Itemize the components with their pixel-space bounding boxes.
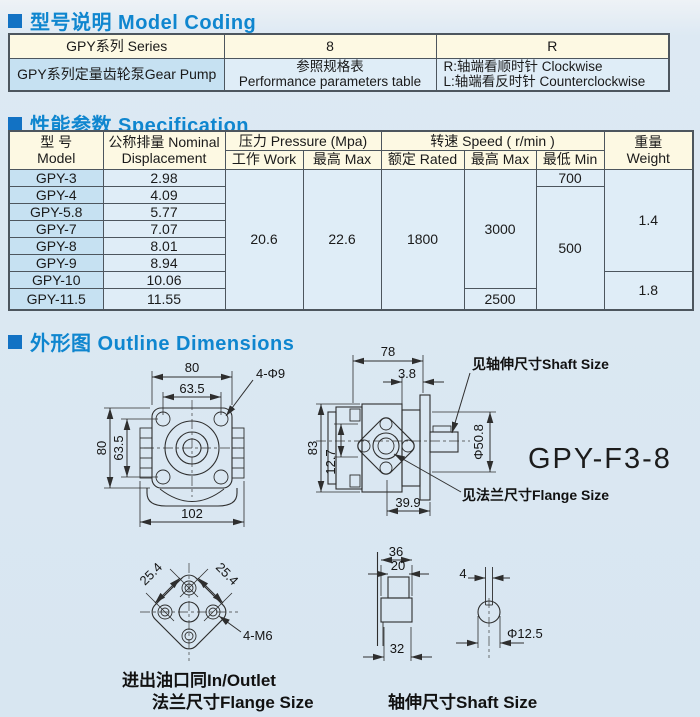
rotation-cell: R:轴端看顺时针 Clockwise L:轴端看反时针 Counterclock… bbox=[435, 57, 670, 92]
col-group-speed: 转速 Speed ( r/min ) bbox=[380, 130, 605, 151]
table-row: GPY-5.8 5.77 bbox=[8, 202, 693, 221]
table-row: GPY-3 2.98 20.6 22.6 1800 3000 700 1.4 bbox=[8, 168, 694, 311]
displacement-cell: 11.55 bbox=[102, 288, 226, 311]
inlet-caption-line2: 法兰尺寸Flange Size bbox=[152, 692, 314, 712]
dim-shaft-hub: 32 bbox=[390, 641, 404, 656]
table-row: GPY-10 10.06 1.8 bbox=[8, 271, 694, 311]
pump-model-label: GPY-F3-8 bbox=[528, 443, 672, 475]
section-model-coding-header: 型号说明 Model Coding bbox=[8, 6, 256, 35]
col-group-pressure: 压力 Pressure (Mpa) bbox=[224, 130, 382, 151]
max-speed-cell: 2500 bbox=[463, 288, 537, 311]
table-row: GPY-4 4.09 500 bbox=[8, 185, 693, 311]
dim-side-top: 78 bbox=[381, 344, 395, 359]
dim-front-width-outer: 80 bbox=[185, 360, 199, 375]
displacement-cell: 4.09 bbox=[102, 185, 226, 204]
displacement-cell: 8.94 bbox=[102, 253, 226, 273]
min-speed-cell: 500 bbox=[535, 185, 605, 311]
model-cell: GPY-4 bbox=[8, 185, 104, 204]
table-row: GPY-11.5 11.55 2500 bbox=[8, 288, 693, 311]
dim-inlet-left: 25.4 bbox=[137, 560, 166, 589]
pump-side-view: 78 3.8 83 12.7 Φ50.8 39.9 见轴伸尺寸Shaft Siz… bbox=[305, 344, 672, 516]
inlet-caption-line1: 进出油口同In/Outlet bbox=[122, 670, 276, 690]
dim-shaft-outer: 36 bbox=[389, 544, 403, 559]
dim-front-holes: 4-Φ9 bbox=[256, 366, 285, 381]
dim-front-height-inner: 63.5 bbox=[111, 435, 126, 460]
section-title: 型号说明 Model Coding bbox=[30, 12, 257, 34]
col-header-work: 工作 Work bbox=[224, 149, 304, 170]
dim-front-bottom: 102 bbox=[181, 506, 203, 521]
col-header-max-pressure: 最高 Max bbox=[302, 149, 382, 170]
dim-side-offset: 3.8 bbox=[398, 366, 416, 381]
model-cell: GPY-8 bbox=[8, 236, 104, 255]
section-outline-header: 外形图 Outline Dimensions bbox=[8, 327, 294, 356]
shaft-detail-view: 36 20 32 4 Φ12.5 轴伸尺寸Shaft Size bbox=[363, 544, 543, 712]
section-bullet-icon bbox=[8, 116, 22, 131]
min-speed-cell: 700 bbox=[535, 168, 605, 187]
model-cell: GPY-10 bbox=[8, 271, 104, 290]
dim-shaft-key: 4 bbox=[459, 566, 466, 581]
code-digit-cell: 8 bbox=[223, 33, 437, 59]
series-label-cell: GPY系列 Series bbox=[8, 33, 225, 59]
table-row: GPY-9 8.94 bbox=[8, 253, 693, 273]
dim-side-bottom: 39.9 bbox=[395, 495, 420, 510]
dim-inlet-holes: 4-M6 bbox=[243, 628, 273, 643]
flange-size-note: 见法兰尺寸Flange Size bbox=[462, 487, 609, 503]
displacement-cell: 10.06 bbox=[102, 271, 226, 290]
col-header-weight: 重量 Weight bbox=[603, 130, 694, 170]
displacement-cell: 5.77 bbox=[102, 202, 226, 221]
pump-front-view: 80 63.5 4-Φ9 80 63.5 102 bbox=[94, 360, 285, 527]
displacement-cell: 7.07 bbox=[102, 219, 226, 238]
dim-shaft-dia: Φ12.5 bbox=[507, 626, 543, 641]
specification-table: 型 号 Model 公称排量 Nominal Displacement 压力 P… bbox=[8, 130, 695, 311]
weight-cell: 1.8 bbox=[603, 271, 694, 311]
model-cell: GPY-11.5 bbox=[8, 288, 104, 311]
rated-speed-cell: 1800 bbox=[380, 168, 465, 311]
dim-front-height-outer: 80 bbox=[94, 441, 109, 455]
model-cell: GPY-9 bbox=[8, 253, 104, 273]
max-speed-cell: 3000 bbox=[463, 168, 537, 290]
model-cell: GPY-5.8 bbox=[8, 202, 104, 221]
inlet-outlet-flange-view: 25.4 25.4 4-M6 进出油口同In/Outlet 法兰尺寸Flange… bbox=[122, 560, 314, 712]
model-cell: GPY-7 bbox=[8, 219, 104, 238]
dim-side-height: 83 bbox=[305, 441, 320, 455]
weight-cell: 1.4 bbox=[603, 168, 694, 273]
section-bullet-icon bbox=[8, 334, 22, 349]
model-cell: GPY-3 bbox=[8, 168, 104, 187]
code-letter-cell: R bbox=[435, 33, 670, 59]
dim-front-width-inner: 63.5 bbox=[179, 381, 204, 396]
shaft-caption: 轴伸尺寸Shaft Size bbox=[388, 692, 537, 712]
table-row: GPY-8 8.01 bbox=[8, 236, 693, 255]
table-row: GPY-7 7.07 bbox=[8, 219, 693, 238]
displacement-cell: 2.98 bbox=[102, 168, 226, 187]
dim-side-port: 12.7 bbox=[323, 449, 338, 474]
reference-cell: 参照规格表 Performance parameters table bbox=[223, 57, 437, 92]
shaft-size-note: 见轴伸尺寸Shaft Size bbox=[472, 356, 609, 372]
dim-side-pilot: Φ50.8 bbox=[471, 424, 486, 460]
dim-shaft-inner: 20 bbox=[391, 558, 405, 573]
section-bullet-icon bbox=[8, 13, 22, 28]
pump-name-cell: GPY系列定量齿轮泵Gear Pump bbox=[8, 57, 225, 92]
max-pressure-cell: 22.6 bbox=[302, 168, 382, 311]
col-header-max-speed: 最高 Max bbox=[463, 149, 537, 170]
model-coding-table: GPY系列 Series 8 R GPY系列定量齿轮泵Gear Pump 参照规… bbox=[8, 33, 670, 92]
displacement-cell: 8.01 bbox=[102, 236, 226, 255]
section-title: 外形图 Outline Dimensions bbox=[30, 333, 295, 355]
col-header-min-speed: 最低 Min bbox=[535, 149, 605, 170]
dim-inlet-right: 25.4 bbox=[213, 560, 242, 589]
work-pressure-cell: 20.6 bbox=[224, 168, 304, 311]
col-header-displacement: 公称排量 Nominal Displacement bbox=[102, 130, 226, 170]
col-header-model: 型 号 Model bbox=[8, 130, 104, 170]
